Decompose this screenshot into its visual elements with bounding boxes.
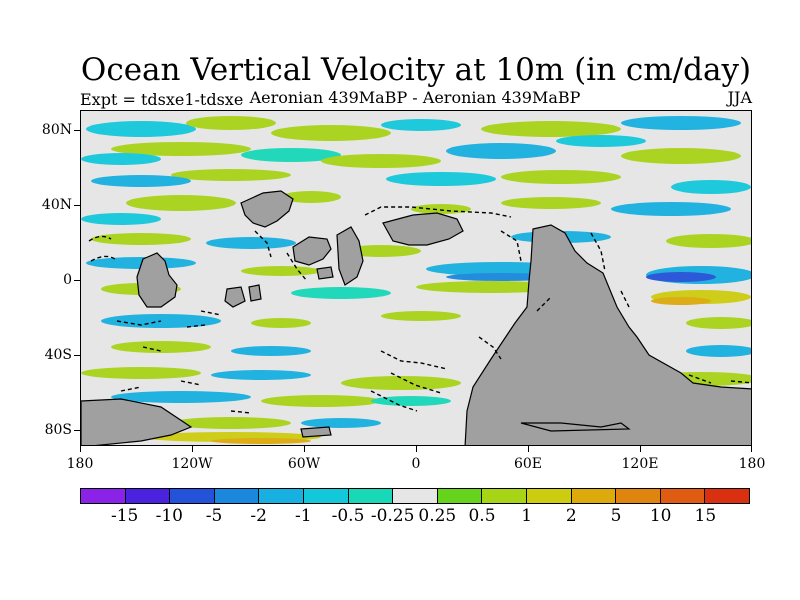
southern-land-east xyxy=(520,422,631,432)
central-island xyxy=(316,266,334,280)
siberia-landmass xyxy=(336,226,364,286)
lon-label-0: 0 xyxy=(411,456,421,472)
colorbar-swatch xyxy=(526,489,572,503)
tick-60e xyxy=(528,446,529,452)
map-svg xyxy=(81,111,751,445)
tick-80n xyxy=(74,130,80,131)
colorbar-label: -5 xyxy=(205,506,223,526)
lon-label-120w: 120W xyxy=(171,456,213,472)
lon-label-60w: 60W xyxy=(287,456,321,472)
pacific-landmass xyxy=(136,252,178,308)
colorbar-label: -0.25 xyxy=(370,506,415,526)
colorbar-swatch xyxy=(660,489,706,503)
tick-40s xyxy=(74,355,80,356)
tick-120w xyxy=(192,446,193,452)
land-masses xyxy=(81,190,751,445)
tick-80s xyxy=(74,430,80,431)
lon-label-60e: 60E xyxy=(513,456,543,472)
lat-label-40s: 40S xyxy=(44,347,72,363)
colorbar-label: 1 xyxy=(521,506,533,526)
island-2 xyxy=(248,284,262,302)
coastline-outlines xyxy=(88,206,751,414)
colorbar-label: -1 xyxy=(295,506,312,526)
tick-0-lon xyxy=(416,446,417,452)
southern-land-west xyxy=(81,398,193,445)
colorbar-swatch xyxy=(348,489,394,503)
colorbar-swatch xyxy=(81,489,126,503)
colorbar-swatch xyxy=(170,489,215,503)
lon-label-180w: 180 xyxy=(66,456,94,472)
tick-0 xyxy=(74,280,80,281)
map-plot-area xyxy=(80,110,752,446)
lat-label-0: 0 xyxy=(63,272,72,288)
colorbar-swatch xyxy=(616,489,661,503)
colorbar-label: 0.25 xyxy=(418,506,457,526)
velocity-field xyxy=(81,116,751,444)
colorbar-label: 0.5 xyxy=(468,506,496,526)
colorbar-label: -2 xyxy=(250,506,267,526)
colorbar xyxy=(80,488,750,504)
colorbar-label: 15 xyxy=(694,506,717,526)
plot-title: Ocean Vertical Velocity at 10m (in cm/da… xyxy=(80,52,752,88)
tick-120e xyxy=(640,446,641,452)
colorbar-label: 5 xyxy=(610,506,622,526)
lat-label-40n: 40N xyxy=(41,197,72,213)
colorbar-swatch xyxy=(125,489,171,503)
colorbar-swatch xyxy=(571,489,617,503)
colorbar-swatch xyxy=(482,489,527,503)
baltica-landmass xyxy=(292,236,332,266)
colorbar-label: -0.5 xyxy=(331,506,365,526)
colorbar-swatch xyxy=(393,489,438,503)
tick-60w xyxy=(304,446,305,452)
lat-label-80n: 80N xyxy=(41,122,72,138)
colorbar-swatch xyxy=(437,489,483,503)
laurentia-landmass xyxy=(240,190,294,228)
period-label: Aeronian 439MaBP - Aeronian 439MaBP xyxy=(249,88,581,107)
tick-180w xyxy=(80,446,81,452)
experiment-label: Expt = tdsxe1-tdsxe xyxy=(80,90,244,109)
southern-land-south xyxy=(300,426,332,438)
colorbar-swatch xyxy=(303,489,349,503)
tick-180e xyxy=(751,446,752,452)
tick-40n xyxy=(74,205,80,206)
colorbar-swatch xyxy=(705,489,749,503)
lon-label-180e: 180 xyxy=(738,456,766,472)
colorbar-swatch xyxy=(259,489,304,503)
colorbar-label: -10 xyxy=(155,506,184,526)
north-landmass xyxy=(382,212,464,246)
gondwana-continent xyxy=(464,224,751,445)
colorbar-label: 2 xyxy=(565,506,577,526)
colorbar-label: -15 xyxy=(110,506,139,526)
colorbar-swatch xyxy=(214,489,260,503)
island-1 xyxy=(224,286,246,308)
colorbar-label: 10 xyxy=(649,506,672,526)
season-label: JJA xyxy=(727,88,752,107)
lon-label-120e: 120E xyxy=(621,456,659,472)
lat-label-80s: 80S xyxy=(44,422,72,438)
